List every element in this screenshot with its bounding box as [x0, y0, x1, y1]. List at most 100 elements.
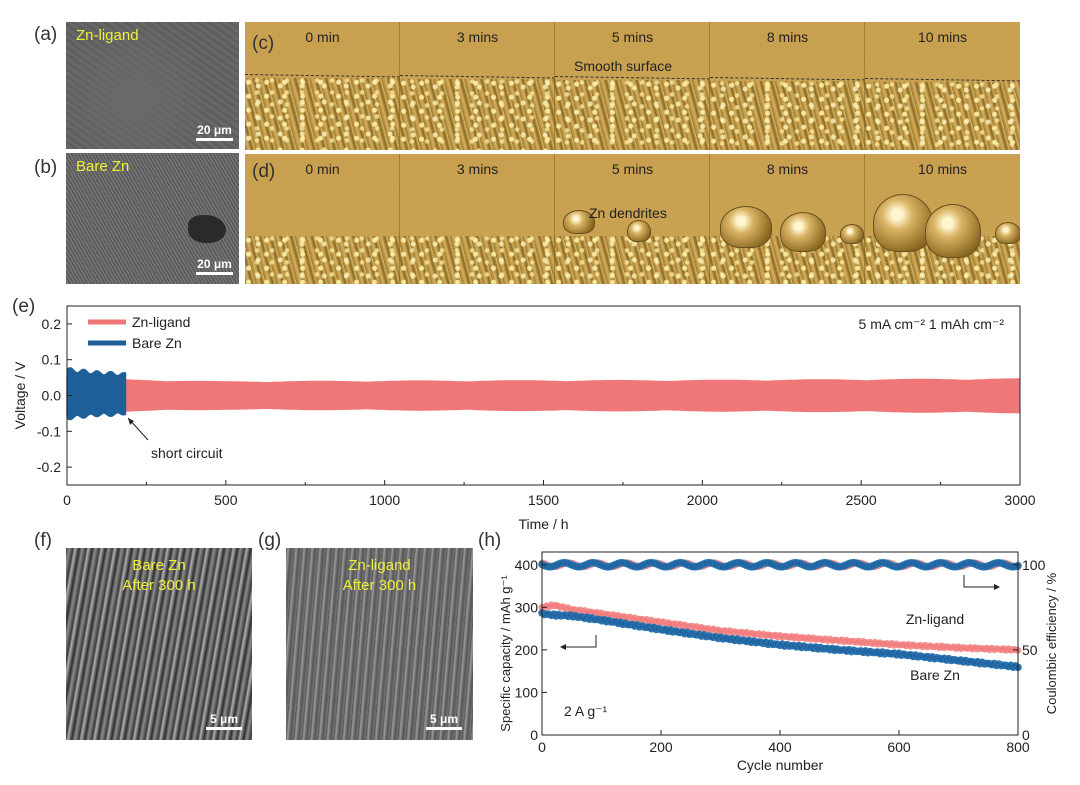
frame-time-label: 8 mins [766, 161, 809, 177]
zn-dendrite [720, 206, 772, 248]
x-tick-label: 800 [1006, 739, 1030, 755]
surface-dashed-line [555, 76, 710, 80]
scale-bar: 5 μm [426, 712, 462, 730]
frame-time-label: 5 mins [611, 161, 654, 177]
y-left-axis-label: Specific capacity / mAh g⁻¹ [498, 575, 513, 732]
series-zn-ligand [538, 601, 1022, 654]
zn-dendrite [627, 220, 651, 242]
sem-pit [188, 215, 226, 243]
zn-dendrite [873, 194, 933, 252]
current-density: 2 A g⁻¹ [564, 703, 608, 719]
legend-label: Zn-ligand [132, 314, 190, 330]
frame-separator [399, 154, 400, 284]
surface-dashed-line [865, 78, 1020, 82]
optical-frame: 3 mins [400, 22, 555, 150]
x-tick-label: 400 [768, 739, 792, 755]
optical-frame: 0 min [245, 22, 400, 150]
frame-time-label: 0 min [305, 161, 340, 177]
x-tick-label: 200 [649, 739, 673, 755]
sem-tag: Bare Zn [76, 158, 130, 175]
y-right-tick-label: 100 [1022, 557, 1046, 573]
voltage-oscillation [66, 367, 127, 421]
sem-image-zn-ligand: Zn-ligand 20 μm [66, 22, 239, 149]
zn-surface [865, 82, 1020, 150]
series-bare-zn [538, 609, 1022, 672]
surface-dashed-line [710, 77, 865, 81]
sem-tag-line1: Bare Zn [132, 557, 186, 574]
x-tick-label: 600 [887, 739, 911, 755]
zn-surface [245, 78, 400, 150]
y-tick-label: -0.1 [37, 423, 61, 439]
x-axis-label: Time / h [518, 516, 568, 532]
optical-row-smooth: 0 min 3 mins 5 mins 8 mins 10 mins [245, 22, 1020, 150]
voltage-oscillation [66, 375, 1021, 416]
series-zn-ligand [66, 375, 1021, 416]
x-tick-label: 500 [214, 492, 238, 508]
sem-tag: Zn-ligand [76, 27, 139, 44]
panel-label-h: (h) [478, 530, 502, 551]
y-tick-label: 0.2 [42, 316, 62, 332]
panel-label-c: (c) [252, 33, 275, 54]
zn-dendrite [995, 222, 1020, 244]
surface-dashed-line [245, 74, 400, 78]
frame-time-label: 8 mins [766, 29, 809, 45]
y-right-tick-label: 0 [1022, 727, 1030, 743]
panel-label-e: (e) [12, 296, 36, 317]
smooth-surface-annotation: Smooth surface [574, 58, 673, 74]
frame-separator [864, 22, 865, 150]
series-label-bare-zn: Bare Zn [910, 667, 960, 683]
panel-label-g: (g) [258, 530, 282, 551]
x-tick-label: 3000 [1004, 492, 1035, 508]
annotation-arrowhead [128, 418, 134, 425]
optical-frame: 5 mins [555, 22, 710, 150]
y-tick-label: -0.2 [37, 459, 61, 475]
y-left-tick-label: 200 [515, 642, 539, 658]
y-left-tick-label: 0 [530, 727, 538, 743]
zn-dendrite [925, 204, 981, 258]
sem-tag-line1: Zn-ligand [348, 557, 411, 574]
sem-tag-line2: After 300 h [122, 577, 196, 594]
legend-label: Bare Zn [132, 335, 182, 351]
zn-surface [555, 236, 710, 284]
frame-separator [709, 22, 710, 150]
surface-dashed-line [400, 75, 555, 79]
panel-label-d: (d) [252, 161, 276, 182]
frame-time-label: 3 mins [456, 161, 499, 177]
optical-frame: 8 mins [710, 22, 865, 150]
scale-label: 5 μm [209, 712, 239, 726]
test-conditions: 5 mA cm⁻² 1 mAh cm⁻² [859, 316, 1005, 332]
y-left-tick-label: 400 [515, 557, 539, 573]
frame-time-label: 5 mins [611, 29, 654, 45]
panel-label-a: (a) [34, 24, 58, 45]
zn-dendrite [780, 212, 826, 252]
sem-tag-line2: After 300 h [342, 577, 417, 594]
frame-time-label: 10 mins [917, 29, 968, 45]
frame-time-label: 3 mins [456, 29, 499, 45]
optical-frame: 0 min [245, 154, 400, 284]
frame-separator [399, 22, 400, 150]
x-tick-label: 2000 [687, 492, 718, 508]
scale-label: 5 μm [429, 712, 459, 726]
optical-frame: 3 mins [400, 154, 555, 284]
sem-image-bare-zn-300h: Bare Zn After 300 h 5 μm [66, 548, 252, 740]
optical-frame: 8 mins [710, 154, 865, 284]
zn-surface [245, 236, 400, 284]
scale-bar: 20 μm [196, 123, 233, 141]
left-axis-arrowhead [560, 644, 566, 650]
optical-row-dendrites: 0 min 3 mins 5 mins 8 mins 10 mins [245, 154, 1020, 284]
scale-bar: 5 μm [206, 712, 242, 730]
right-axis-pointer [963, 575, 996, 588]
x-axis-label: Cycle number [737, 757, 824, 773]
y-left-tick-label: 100 [515, 684, 539, 700]
frame-separator [864, 154, 865, 284]
y-left-tick-label: 300 [515, 599, 539, 615]
frame-time-label: 10 mins [917, 161, 968, 177]
voltage-chart: 0 500 1000 1500 2000 2500 3000 -0.2 -0.1 0.0 0.1 0.… [12, 305, 1036, 532]
y-tick-label: 0.1 [42, 352, 62, 368]
frame-separator [554, 22, 555, 150]
sem-image-zn-ligand-300h: Zn-ligand After 300 h 5 μm [286, 548, 473, 740]
sem-image-bare-zn: Bare Zn 20 μm [66, 153, 239, 284]
x-tick-label: 1500 [528, 492, 559, 508]
y-tick-label: 0.0 [42, 388, 62, 404]
